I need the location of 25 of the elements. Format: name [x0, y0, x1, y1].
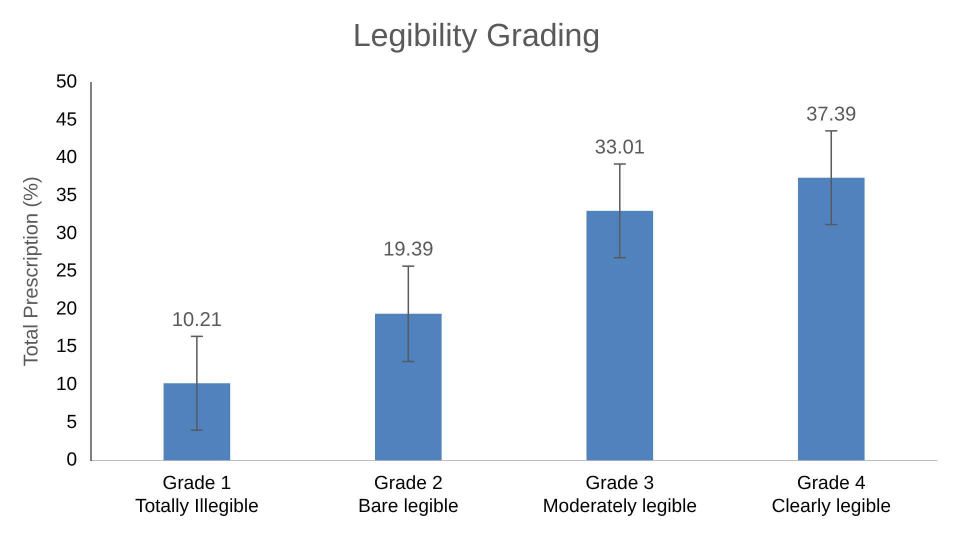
x-tick-label: Grade 3 Moderately legible — [542, 473, 697, 517]
x-tick-label: Grade 4 Clearly legible — [772, 473, 891, 517]
y-tick-label: 40 — [56, 147, 78, 168]
y-tick-label: 45 — [56, 109, 78, 130]
y-tick-label: 30 — [56, 222, 78, 244]
y-tick-label: 20 — [56, 298, 78, 320]
y-tick-label: 15 — [56, 336, 78, 358]
data-label: 10.21 — [172, 308, 222, 331]
data-label: 33.01 — [594, 136, 645, 158]
y-tick-label: 5 — [66, 412, 78, 433]
bar — [798, 178, 865, 460]
x-tick-label: Grade 2 Bare legible — [358, 473, 459, 517]
y-tick-label: 25 — [56, 260, 78, 282]
y-tick-label: 0 — [66, 450, 78, 471]
y-tick-label: 50 — [56, 72, 78, 93]
data-label: 37.39 — [806, 103, 856, 126]
chart-title: Legibility Grading — [352, 17, 600, 54]
y-tick-label: 10 — [56, 374, 78, 396]
bar — [164, 383, 230, 460]
bar — [586, 210, 654, 460]
bar — [375, 314, 442, 460]
y-tick-label: 35 — [56, 185, 78, 206]
y-axis-title: Total Prescription (%) — [20, 176, 43, 366]
data-label: 19.39 — [383, 238, 434, 261]
x-tick-label: Grade 1 Totally Illegible — [135, 473, 259, 517]
